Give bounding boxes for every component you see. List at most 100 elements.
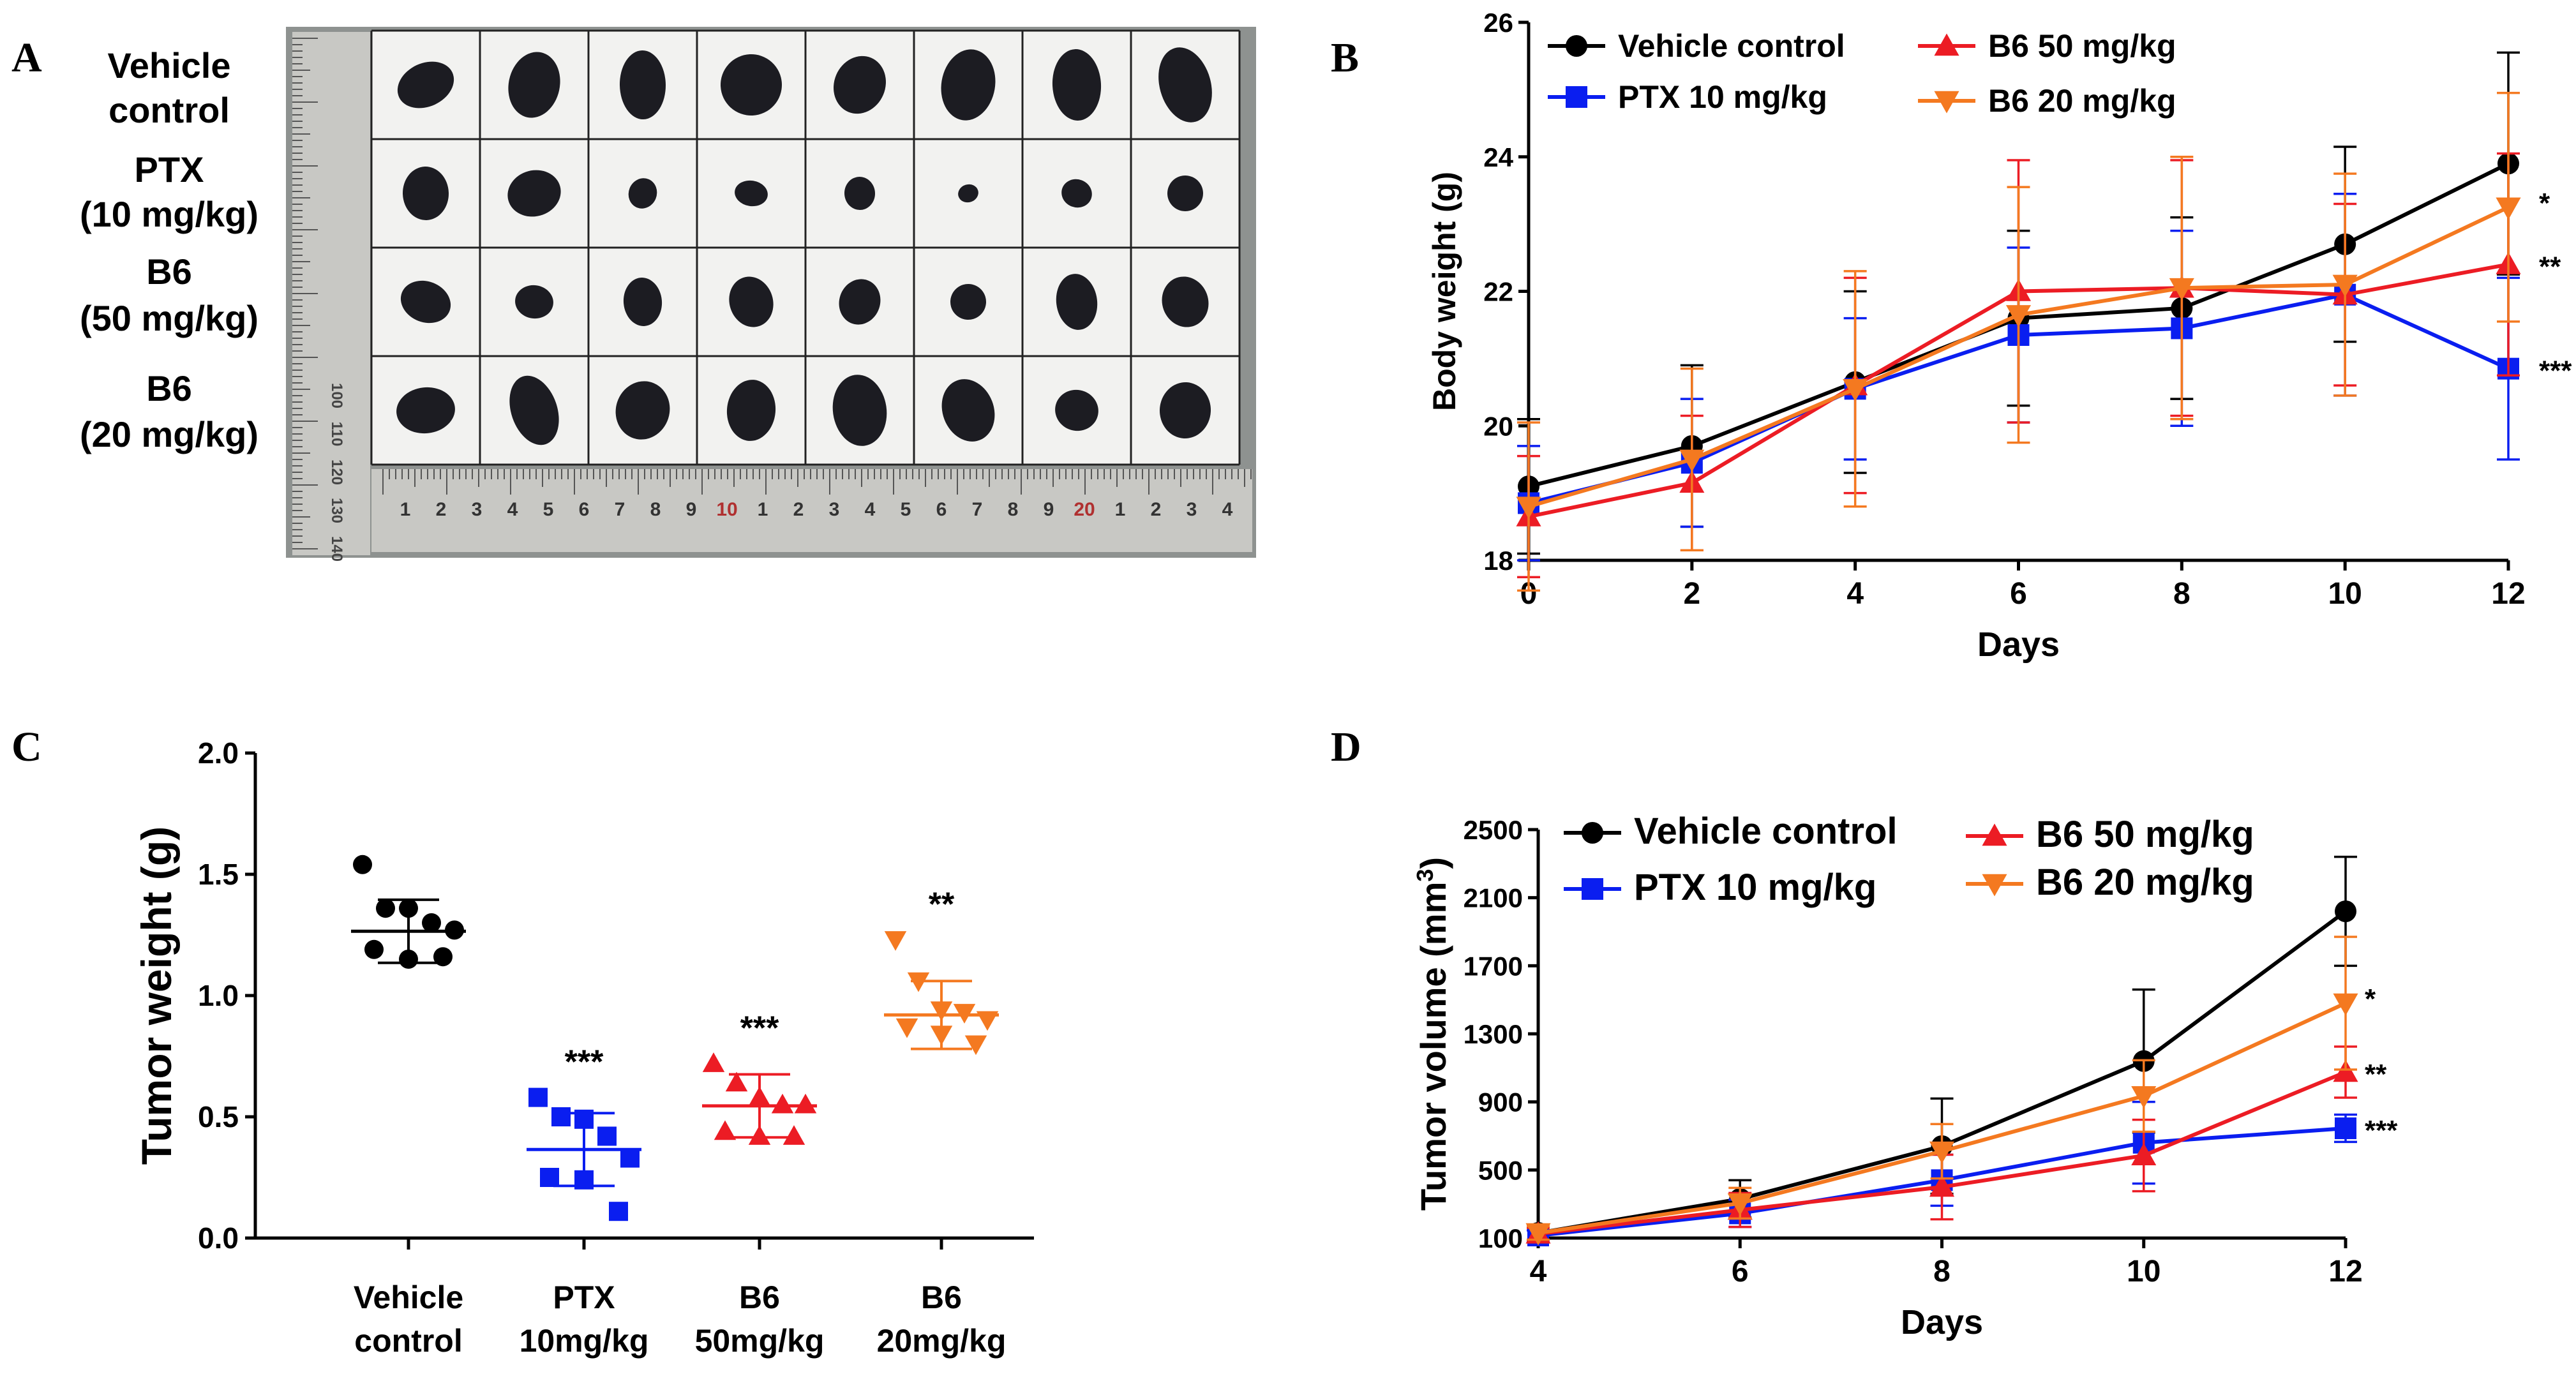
data-point bbox=[748, 1125, 771, 1145]
legend-label: B6 50 mg/kg bbox=[1988, 28, 2176, 64]
tumor-sample bbox=[615, 381, 670, 440]
y-axis-label: Body weight (g) bbox=[1427, 172, 1462, 411]
data-point bbox=[376, 899, 395, 918]
ruler-number: 1 bbox=[758, 499, 768, 520]
group-label-ptx: PTX bbox=[135, 149, 204, 190]
data-point bbox=[540, 1168, 559, 1187]
y-tick-label: 2500 bbox=[1464, 815, 1523, 845]
x-tick-label: 12 bbox=[2328, 1255, 2362, 1288]
y-tick-label: 26 bbox=[1483, 8, 1513, 38]
ruler-number: 6 bbox=[936, 499, 947, 520]
legend-entry: Vehicle control bbox=[1564, 810, 1898, 852]
ruler-number: 3 bbox=[472, 499, 483, 520]
tumor-sample bbox=[1052, 49, 1102, 121]
tumor-sample bbox=[1158, 47, 1212, 123]
data-point bbox=[930, 1026, 953, 1046]
tumor-sample bbox=[729, 276, 774, 327]
tumor-weight-chart: 0.0 0.5 1.0 1.5 2.0 Vehicle control PTX 10mg/kg B… bbox=[133, 736, 1034, 1359]
legend-label: B6 50 mg/kg bbox=[2036, 814, 2254, 855]
data-point bbox=[771, 1093, 794, 1114]
ruler-number: 6 bbox=[579, 499, 590, 520]
legend-marker bbox=[1982, 874, 2007, 897]
data-point bbox=[399, 950, 418, 969]
y-tick-label: 22 bbox=[1483, 277, 1513, 307]
data-point bbox=[597, 1126, 617, 1146]
ruler-number: 5 bbox=[901, 499, 911, 520]
significance-marker: ** bbox=[2539, 251, 2561, 282]
tumor-sample bbox=[509, 375, 559, 445]
y-tick-label: 1.0 bbox=[198, 979, 239, 1012]
group-label-b6-50: B6 bbox=[146, 251, 192, 292]
ruler-number: 1 bbox=[1115, 499, 1126, 520]
ruler-number: 5 bbox=[543, 499, 554, 520]
legend-label: PTX 10 mg/kg bbox=[1634, 867, 1876, 908]
ruler-number: 7 bbox=[972, 499, 983, 520]
group-sublabel-b6-50: (50 mg/kg) bbox=[80, 298, 258, 338]
data-point bbox=[1516, 496, 1541, 519]
data-point bbox=[2169, 278, 2194, 301]
data-point bbox=[714, 1120, 737, 1140]
significance-marker: ** bbox=[2365, 1059, 2387, 1090]
ruler-number: 3 bbox=[829, 499, 840, 520]
side-ruler-number: 120 bbox=[328, 459, 345, 485]
tumor-sample bbox=[941, 49, 996, 121]
data-point bbox=[620, 1148, 640, 1168]
x-tick-label: 8 bbox=[2173, 577, 2190, 611]
legend-marker bbox=[1566, 35, 1587, 57]
data-point bbox=[422, 913, 441, 932]
data-point bbox=[907, 972, 930, 992]
data-point bbox=[551, 1107, 571, 1126]
data-point bbox=[399, 899, 418, 918]
series-3: * bbox=[1516, 91, 2550, 592]
group-label-b6-20: B6 bbox=[146, 368, 192, 408]
tumor-sample bbox=[623, 278, 663, 326]
y-tick-label: 2100 bbox=[1464, 883, 1523, 913]
x-category-line1: Vehicle bbox=[354, 1280, 463, 1315]
ruler-number: 20 bbox=[1074, 499, 1095, 520]
x-tick-label: 2 bbox=[1683, 577, 1700, 611]
legend-marker bbox=[1934, 33, 1959, 56]
legend-entry: B6 50 mg/kg bbox=[1918, 28, 2176, 64]
data-point bbox=[1843, 378, 1868, 401]
data-point bbox=[2335, 1117, 2356, 1139]
x-tick-label: 6 bbox=[1732, 1255, 1749, 1288]
significance-marker: * bbox=[2539, 188, 2550, 219]
group-sublabel-vehicle: control bbox=[109, 90, 230, 130]
legend-marker bbox=[1582, 822, 1603, 844]
series-1: *** bbox=[1527, 1100, 2398, 1246]
significance-marker: * bbox=[2365, 983, 2376, 1015]
x-axis-label: Days bbox=[1977, 625, 2060, 664]
data-point bbox=[976, 1011, 999, 1031]
tumor-sample bbox=[735, 180, 768, 207]
data-point bbox=[2005, 305, 2032, 327]
x-category-line1: B6 bbox=[921, 1280, 962, 1315]
tumor-sample bbox=[844, 177, 876, 210]
x-tick-label: 10 bbox=[2127, 1255, 2160, 1288]
panel-label-b: B bbox=[1331, 34, 1359, 81]
y-axis-label: Tumor volume (mm3) bbox=[1412, 857, 1454, 1211]
data-point bbox=[930, 1001, 953, 1022]
tumor-sample bbox=[628, 178, 657, 209]
x-category-line2: control bbox=[354, 1323, 462, 1359]
legend-label: Vehicle control bbox=[1634, 810, 1898, 852]
y-tick-label: 900 bbox=[1478, 1087, 1523, 1117]
ruler-number: 2 bbox=[793, 499, 804, 520]
ruler-number: 3 bbox=[1187, 499, 1197, 520]
group-sublabel-ptx: (10 mg/kg) bbox=[80, 194, 258, 234]
x-tick-label: 6 bbox=[2010, 577, 2027, 611]
significance-marker: *** bbox=[2365, 1115, 2398, 1146]
group-1: *** bbox=[527, 1044, 641, 1221]
significance-marker: ** bbox=[929, 886, 955, 923]
tumor-sample bbox=[721, 54, 782, 116]
tumor-sample bbox=[1056, 274, 1098, 330]
ruler-number: 2 bbox=[1151, 499, 1162, 520]
bottom-ruler bbox=[371, 469, 1252, 552]
x-tick-label: 8 bbox=[1933, 1255, 1951, 1288]
data-point bbox=[2496, 197, 2521, 220]
tumor-sample bbox=[1055, 389, 1098, 431]
ruler-number: 4 bbox=[507, 499, 518, 520]
x-category-line2: 20mg/kg bbox=[877, 1323, 1007, 1359]
data-point bbox=[2131, 1143, 2157, 1165]
y-tick-label: 1700 bbox=[1464, 951, 1523, 981]
